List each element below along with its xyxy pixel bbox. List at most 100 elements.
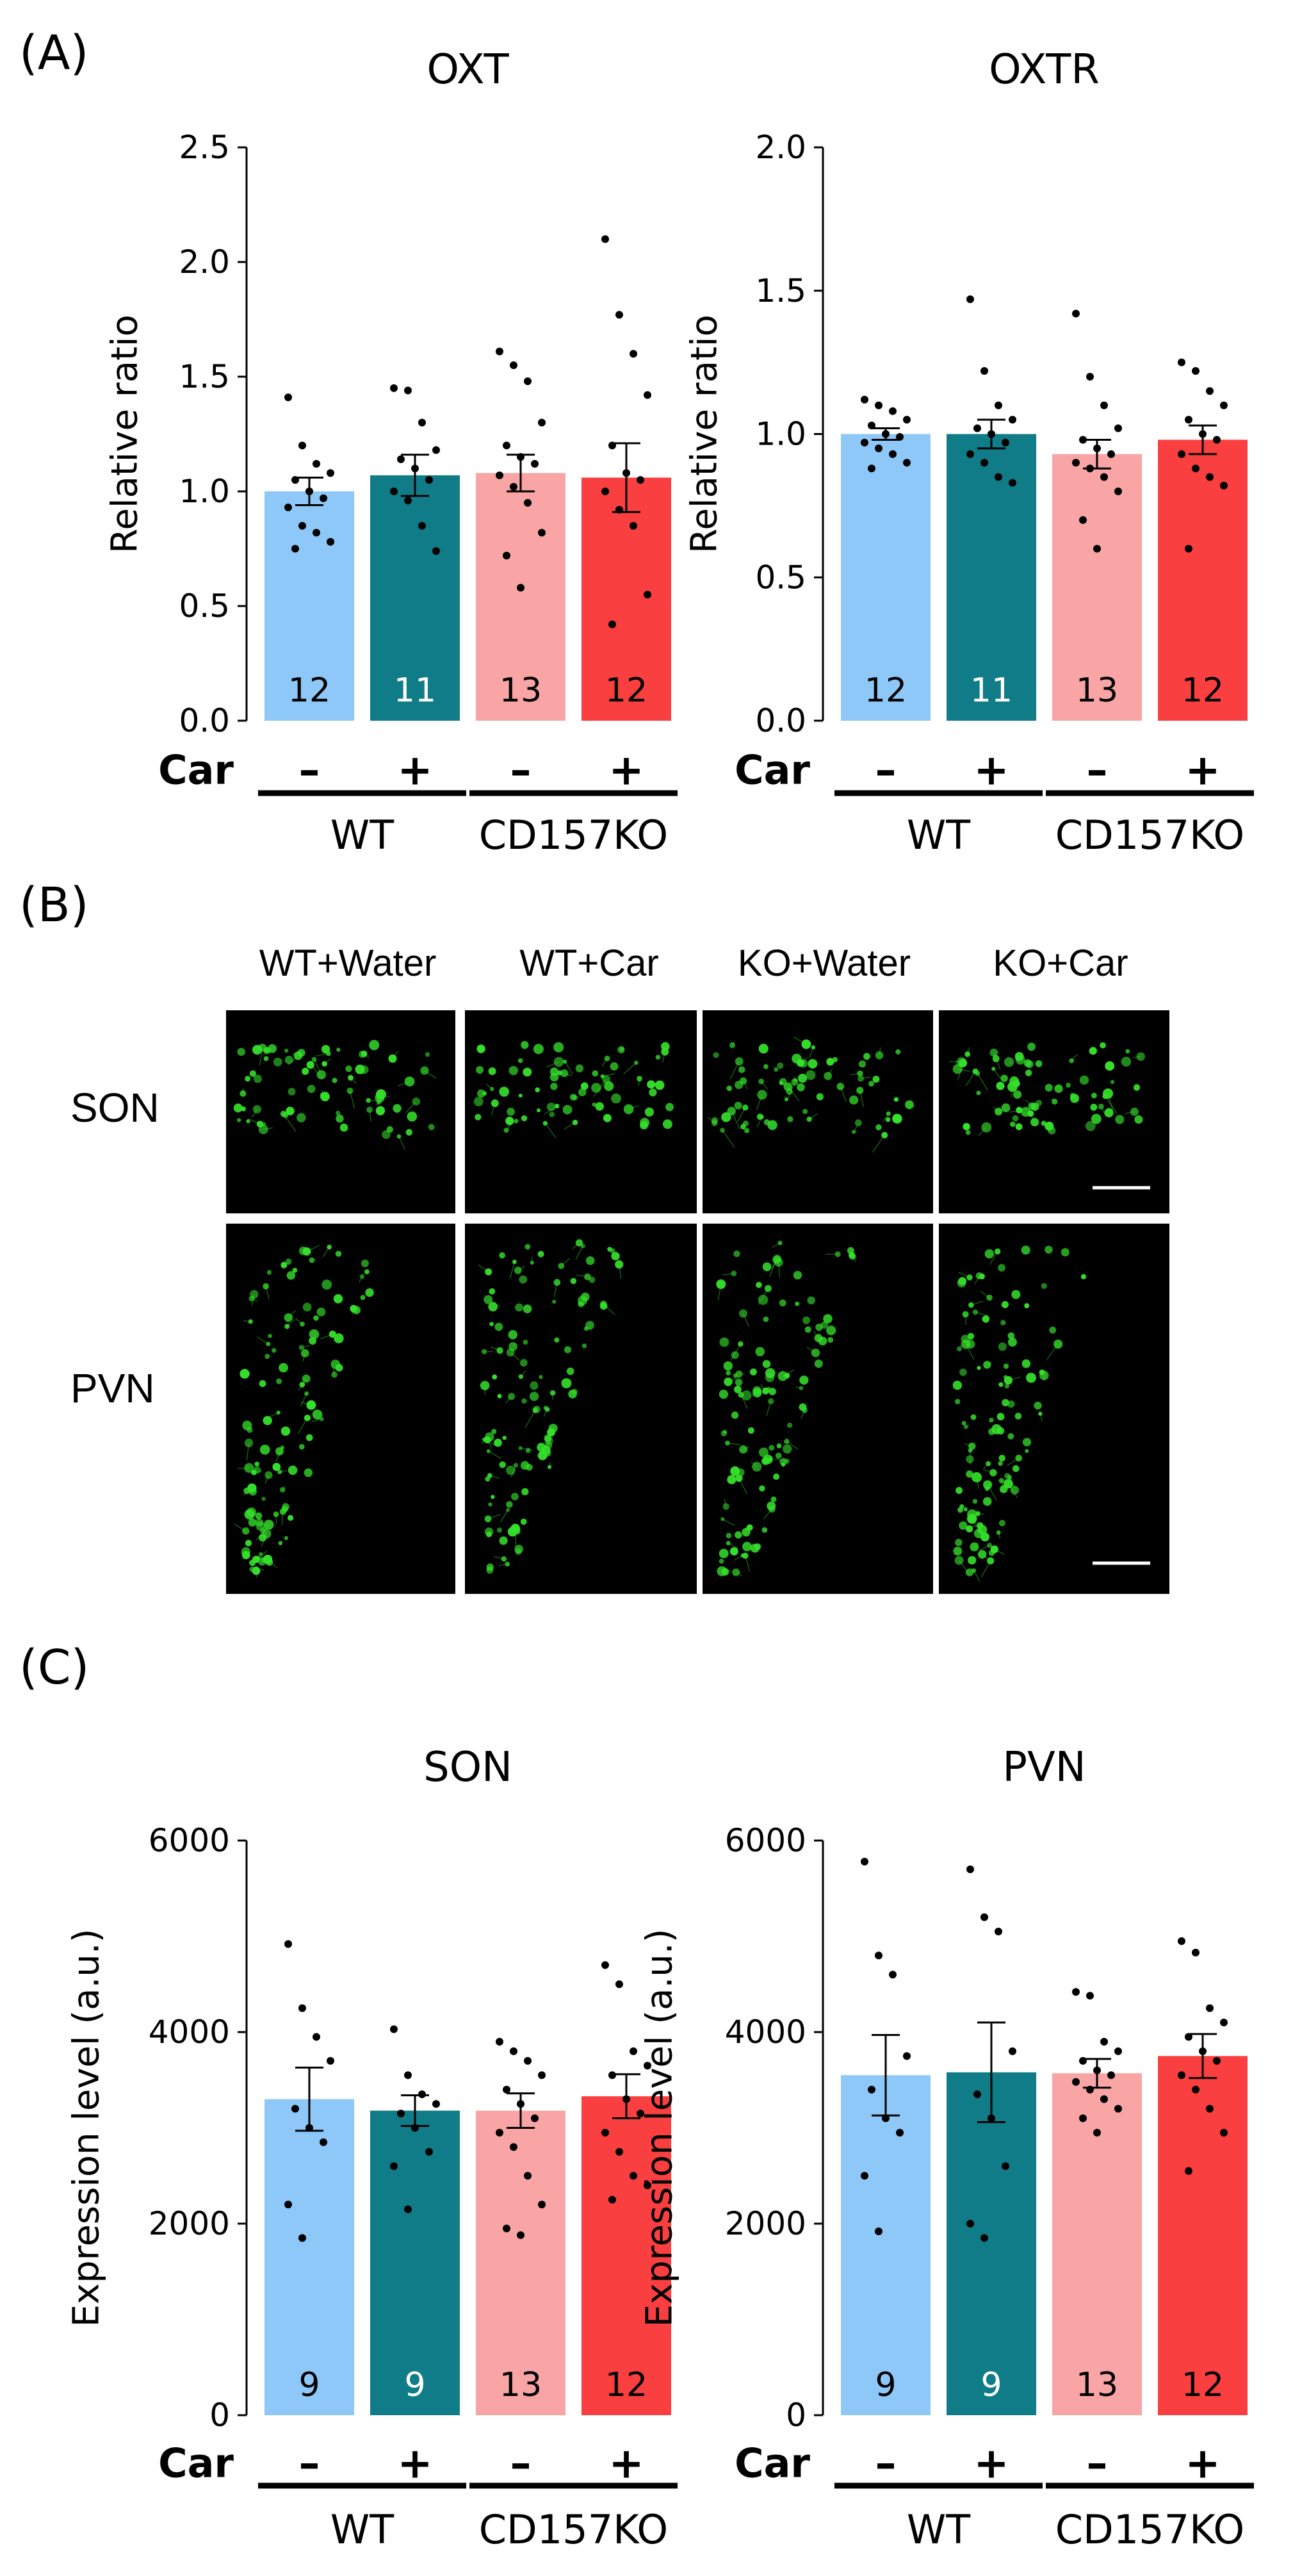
data-point [889,450,897,458]
neuron-cell [1007,1338,1017,1347]
neuron-cell [1021,1359,1031,1368]
neuron-cell [261,1497,266,1501]
neuron-cell [717,1566,728,1577]
neuron-cell [259,1380,266,1388]
data-point [903,459,911,467]
neuron-cell [738,1066,745,1073]
neuron-cell [244,1463,254,1473]
neuron-cell [756,1281,762,1288]
neuron-fiber [498,1563,508,1566]
data-point [397,2110,405,2118]
data-point [980,459,988,467]
neuron-cell [797,1083,805,1092]
data-point [861,2172,868,2180]
data-point [1206,2004,1214,2012]
neuron-cell [824,1072,833,1080]
neuron-cell [503,1128,509,1133]
neuron-cell [273,1057,282,1067]
neuron-cell [776,1443,782,1448]
neuron-cell [584,1273,591,1281]
neuron-fiber [1012,1124,1021,1128]
neuron-fiber [510,1352,520,1361]
data-point [1220,2019,1228,2027]
neuron-cell [549,1390,556,1396]
neuron-cell [562,1104,573,1115]
neuron-fiber [489,1475,500,1479]
bar-3 [1158,2056,1248,2415]
data-point [390,2025,398,2033]
neuron-cell [513,1463,519,1468]
neuron-cell [963,1122,970,1131]
row-label-son: SON [70,1085,159,1131]
neuron-cell [575,1064,584,1072]
neuron-fiber [1007,1457,1020,1466]
neuron-cell [762,1262,772,1272]
data-point [291,545,299,553]
data-point [327,2056,334,2065]
neuron-cell [480,1381,490,1391]
neuron-cell [1025,1448,1029,1453]
neuron-cell [957,1507,963,1513]
neuron-cell [1014,1052,1024,1062]
neuron-cell [507,1527,517,1537]
neuron-fiber [300,1393,307,1407]
neuron-cell [615,1260,624,1269]
data-point [601,1961,609,1969]
treatment-label: Car [735,2440,810,2487]
neuron-fiber [972,1518,979,1529]
neuron-fiber [398,1136,405,1150]
neuron-cell [734,1385,742,1393]
neuron-fiber [787,1081,795,1100]
neuron-cell [279,1363,288,1373]
data-point [1178,1937,1185,1945]
neuron-cell [814,1359,823,1368]
neuron-cell [735,1370,743,1378]
neuron-fiber [735,1571,742,1577]
neuron-fiber [544,1123,557,1138]
data-point [1079,2114,1087,2122]
neuron-cell [747,1427,754,1434]
neuron-cell [288,1088,296,1095]
neuron-cell [1003,1363,1009,1369]
neuron-fiber [1025,1099,1032,1107]
micrograph-son-ko-car [939,1010,1169,1213]
data-point [432,547,440,555]
neuron-cell [770,1496,777,1502]
neuron-fiber [722,1273,735,1276]
bar-2 [476,473,565,721]
neuron-cell [284,1055,293,1064]
y-tick-label: 6000 [725,1822,806,1859]
data-point [966,2220,974,2227]
data-point [517,2231,525,2239]
neuron-fiber [320,1334,333,1340]
neuron-fiber [302,1353,305,1362]
neuron-cell [721,1112,731,1122]
neuron-cell [1012,1115,1019,1122]
neuron-fiber [311,1418,322,1422]
neuron-fiber [1133,1056,1141,1058]
neuron-fiber [543,1409,548,1417]
neuron-fiber [593,1079,607,1097]
neuron-fiber [967,1047,970,1054]
neuron-cell [998,1478,1004,1484]
neuron-cell [966,1525,973,1533]
neuron-cell [804,1326,811,1333]
neuron-cell [735,1531,742,1539]
neuron-cell [336,1114,344,1123]
neuron-fiber [976,1477,979,1489]
neuron-fiber [662,1051,665,1063]
neuron-cell [811,1348,820,1358]
neuron-cell [735,1378,743,1386]
neuron-cell [577,1295,588,1306]
data-point [390,2162,398,2170]
neuron-cell [473,1097,484,1106]
neuron-cell [279,1508,286,1515]
neuron-cell [1025,1060,1034,1069]
neuron-cell [784,1438,790,1445]
neuron-fiber [727,1442,740,1445]
treatment-label: Car [735,747,810,794]
micrograph-pvn-ko-water [703,1224,933,1594]
neuron-fiber [738,1478,747,1495]
n-label: 12 [865,671,907,710]
data-point [404,2205,412,2213]
